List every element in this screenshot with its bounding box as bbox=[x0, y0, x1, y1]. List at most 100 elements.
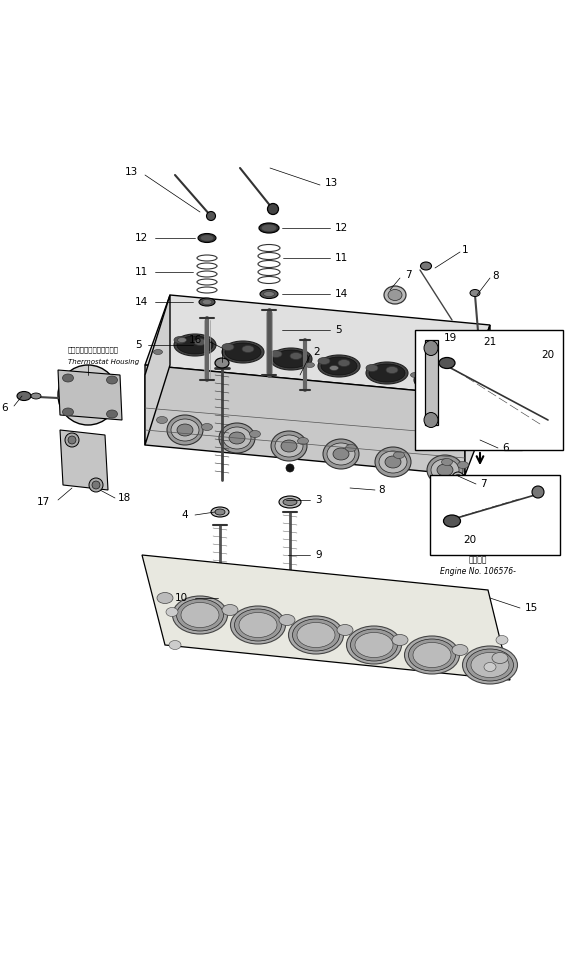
Ellipse shape bbox=[444, 515, 461, 527]
Ellipse shape bbox=[290, 353, 302, 360]
Ellipse shape bbox=[431, 459, 459, 481]
Ellipse shape bbox=[388, 289, 402, 301]
Ellipse shape bbox=[452, 645, 468, 656]
Ellipse shape bbox=[452, 472, 464, 484]
Ellipse shape bbox=[268, 203, 278, 215]
Ellipse shape bbox=[473, 433, 487, 447]
Ellipse shape bbox=[271, 431, 307, 461]
Bar bbox=[430, 475, 560, 555]
Text: 12: 12 bbox=[335, 223, 348, 233]
Text: 14: 14 bbox=[135, 297, 148, 307]
Ellipse shape bbox=[337, 625, 353, 635]
Ellipse shape bbox=[65, 433, 79, 447]
Ellipse shape bbox=[215, 509, 225, 515]
Ellipse shape bbox=[508, 345, 517, 355]
Ellipse shape bbox=[369, 364, 405, 382]
Ellipse shape bbox=[386, 366, 398, 373]
Ellipse shape bbox=[439, 358, 455, 368]
Ellipse shape bbox=[345, 444, 357, 451]
Ellipse shape bbox=[457, 462, 469, 469]
Ellipse shape bbox=[58, 365, 118, 425]
Text: 14: 14 bbox=[335, 289, 348, 299]
Ellipse shape bbox=[207, 211, 215, 221]
Ellipse shape bbox=[279, 496, 301, 508]
Ellipse shape bbox=[235, 609, 282, 641]
Ellipse shape bbox=[293, 619, 340, 651]
Ellipse shape bbox=[420, 262, 432, 270]
Ellipse shape bbox=[174, 334, 216, 356]
Ellipse shape bbox=[174, 336, 186, 343]
Ellipse shape bbox=[171, 419, 199, 441]
Text: 6: 6 bbox=[502, 443, 508, 453]
Bar bbox=[415, 330, 563, 450]
Text: 17: 17 bbox=[37, 497, 50, 507]
Ellipse shape bbox=[508, 435, 517, 445]
Ellipse shape bbox=[215, 358, 229, 368]
Ellipse shape bbox=[62, 374, 73, 382]
Ellipse shape bbox=[346, 626, 402, 664]
Text: 13: 13 bbox=[325, 178, 339, 188]
Text: 1: 1 bbox=[462, 245, 469, 255]
Text: 13: 13 bbox=[125, 167, 138, 177]
Ellipse shape bbox=[417, 371, 453, 389]
Ellipse shape bbox=[270, 348, 312, 370]
Ellipse shape bbox=[211, 507, 229, 517]
Ellipse shape bbox=[201, 235, 213, 240]
Ellipse shape bbox=[496, 635, 508, 645]
Ellipse shape bbox=[177, 424, 193, 436]
Ellipse shape bbox=[249, 431, 261, 438]
Ellipse shape bbox=[153, 350, 162, 355]
Text: 7: 7 bbox=[405, 270, 412, 280]
Polygon shape bbox=[58, 370, 122, 420]
Text: 8: 8 bbox=[492, 271, 499, 281]
Text: 10: 10 bbox=[175, 593, 188, 603]
Ellipse shape bbox=[68, 436, 76, 444]
Ellipse shape bbox=[177, 337, 186, 342]
Ellipse shape bbox=[333, 448, 349, 460]
Text: 16: 16 bbox=[189, 335, 202, 345]
Ellipse shape bbox=[414, 369, 456, 391]
Ellipse shape bbox=[298, 438, 308, 444]
Text: 19: 19 bbox=[444, 333, 457, 343]
Text: 18: 18 bbox=[118, 493, 131, 503]
Text: 適用影號: 適用影號 bbox=[469, 555, 487, 565]
Ellipse shape bbox=[222, 343, 234, 351]
Ellipse shape bbox=[223, 427, 251, 449]
Ellipse shape bbox=[289, 616, 344, 654]
Text: 12: 12 bbox=[135, 233, 148, 243]
Ellipse shape bbox=[242, 345, 254, 353]
Ellipse shape bbox=[327, 443, 355, 465]
Ellipse shape bbox=[222, 604, 238, 615]
Ellipse shape bbox=[411, 372, 420, 378]
Ellipse shape bbox=[492, 653, 508, 663]
Ellipse shape bbox=[424, 340, 438, 356]
Ellipse shape bbox=[379, 451, 407, 473]
Ellipse shape bbox=[454, 474, 461, 481]
Ellipse shape bbox=[462, 646, 517, 684]
Text: 20: 20 bbox=[541, 350, 554, 360]
Ellipse shape bbox=[441, 459, 453, 466]
Ellipse shape bbox=[355, 632, 393, 657]
Text: 21: 21 bbox=[483, 337, 496, 347]
Ellipse shape bbox=[437, 464, 453, 476]
Polygon shape bbox=[145, 295, 490, 395]
Ellipse shape bbox=[259, 223, 279, 233]
Ellipse shape bbox=[31, 393, 41, 399]
Ellipse shape bbox=[107, 410, 118, 418]
Ellipse shape bbox=[532, 486, 544, 498]
Text: 6: 6 bbox=[1, 403, 8, 413]
Ellipse shape bbox=[157, 416, 168, 423]
Ellipse shape bbox=[427, 455, 463, 485]
Text: サーモスタットハウジング: サーモスタットハウジング bbox=[68, 347, 119, 353]
Ellipse shape bbox=[323, 439, 359, 469]
Text: 5: 5 bbox=[335, 325, 341, 335]
Ellipse shape bbox=[434, 373, 446, 381]
Ellipse shape bbox=[199, 298, 215, 306]
Ellipse shape bbox=[273, 350, 309, 368]
Ellipse shape bbox=[166, 607, 178, 617]
Text: 8: 8 bbox=[378, 485, 385, 495]
Ellipse shape bbox=[107, 376, 118, 384]
Polygon shape bbox=[142, 555, 510, 680]
Ellipse shape bbox=[177, 336, 213, 354]
Ellipse shape bbox=[181, 602, 219, 628]
